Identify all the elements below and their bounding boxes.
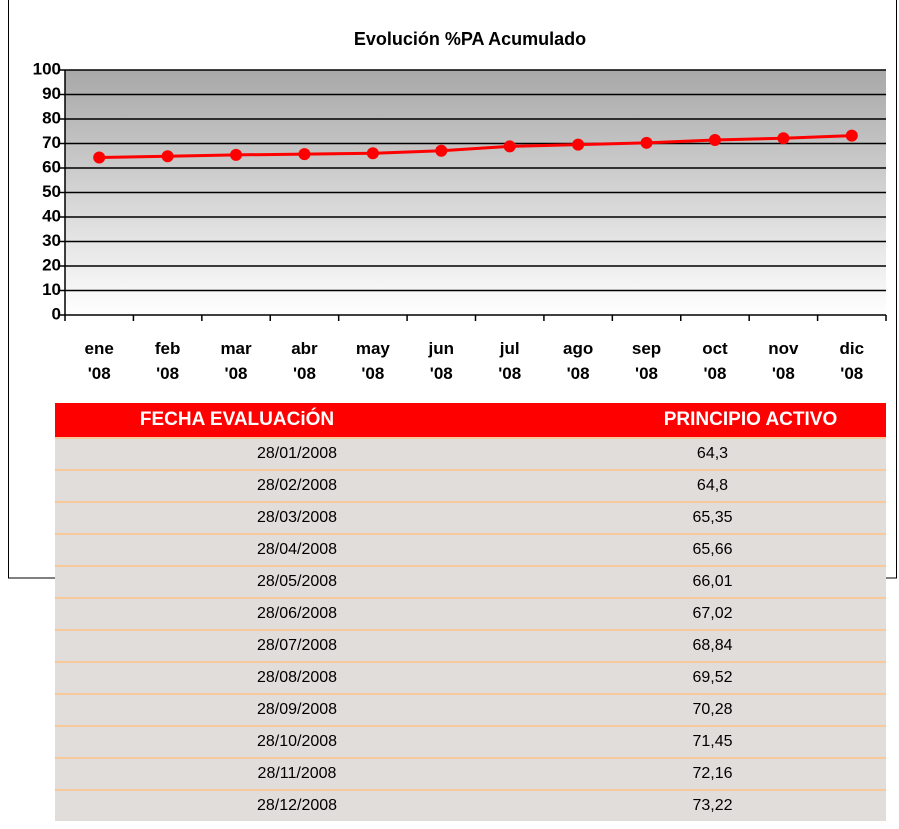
x-tick-label: oct '08	[702, 339, 728, 383]
data-table: FECHA EVALUACiÓN PRINCIPIO ACTIVO 28/01/…	[55, 403, 886, 821]
table-cell: 64,3	[696, 445, 729, 462]
x-tick-label: mar '08	[220, 339, 252, 383]
table-cell: 70,28	[692, 701, 733, 718]
table-cell: 28/08/2008	[256, 669, 338, 686]
table-cell: 28/06/2008	[256, 605, 338, 622]
x-tick-label: nov '08	[768, 339, 799, 383]
header-cell: FECHA EVALUACiÓN	[139, 409, 335, 430]
marker	[93, 151, 106, 164]
x-tick-label: ene '08	[84, 339, 114, 383]
y-tick-label: 40	[42, 206, 61, 225]
x-tick-label: sep '08	[631, 339, 662, 383]
table-row: 28/01/2008 64,3	[55, 437, 886, 469]
x-tick-label: jun '08	[428, 339, 455, 383]
table-row: 28/04/2008 65,66	[55, 533, 886, 565]
x-tick-label: feb '08	[154, 339, 181, 383]
table-cell: 28/10/2008	[256, 733, 338, 750]
marker	[708, 133, 721, 146]
x-tick-label: abr '08	[291, 339, 318, 383]
x-tick-label: jul '08	[498, 339, 522, 383]
table-cell: 28/02/2008	[256, 477, 338, 494]
table-cell: 28/11/2008	[257, 765, 337, 782]
y-tick-label: 0	[52, 304, 61, 323]
table-cell: 68,84	[692, 637, 733, 654]
table-row: 28/10/2008 71,45	[55, 725, 886, 757]
table-cell: 28/03/2008	[256, 509, 338, 526]
table-cell: 28/12/2008	[256, 797, 338, 814]
table-cell: 71,45	[692, 733, 733, 750]
table-cell: 64,8	[696, 477, 729, 494]
table-cell: 28/04/2008	[256, 541, 338, 558]
table-row: 28/03/2008 65,35	[55, 501, 886, 533]
marker	[640, 136, 653, 149]
marker	[435, 144, 448, 157]
table-cell: 28/05/2008	[256, 573, 338, 590]
table-cell: 66,01	[692, 573, 733, 590]
y-tick-label: 30	[42, 231, 61, 250]
table-cell: 72,16	[692, 765, 733, 782]
line	[99, 134, 852, 159]
table-cell: 28/07/2008	[256, 637, 338, 654]
chart-title: Evolución %PA Acumulado	[354, 29, 586, 49]
table-cell: 67,02	[692, 605, 733, 622]
x-tick-label: may '08	[355, 339, 390, 383]
header-cell: PRINCIPIO ACTIVO	[663, 409, 838, 430]
table-cell: 65,66	[692, 541, 733, 558]
marker	[572, 138, 585, 151]
y-tick-label: 60	[42, 157, 61, 176]
table-row: 28/07/2008 68,84	[55, 629, 886, 661]
marker	[845, 129, 858, 142]
table-cell: 65,35	[692, 509, 733, 526]
table-row: 28/09/2008 70,28	[55, 693, 886, 725]
table-row: 28/08/2008 69,52	[55, 661, 886, 693]
table-row: 28/11/2008 72,16	[55, 757, 886, 789]
table-cell: 73,22	[692, 797, 733, 814]
marker	[503, 140, 516, 153]
marker	[366, 147, 379, 160]
marker	[298, 148, 311, 161]
table-cell: 28/09/2008	[256, 701, 338, 718]
table-row: 28/12/2008 73,22	[55, 789, 886, 821]
table-row: 28/02/2008 64,8	[55, 469, 886, 501]
table-cell: 69,52	[692, 669, 733, 686]
y-tick-label: 20	[42, 255, 61, 274]
table-cell: 28/01/2008	[256, 445, 338, 462]
x-tick-label: ago '08	[563, 339, 594, 383]
y-tick-label: 10	[42, 280, 61, 299]
marker	[777, 132, 790, 145]
table-header: FECHA EVALUACiÓN PRINCIPIO ACTIVO	[55, 403, 886, 437]
table-row: 28/06/2008 67,02	[55, 597, 886, 629]
marker	[161, 150, 174, 163]
y-tick-label: 50	[42, 182, 61, 201]
y-tick-label: 70	[42, 133, 61, 152]
table-row: 28/05/2008 66,01	[55, 565, 886, 597]
y-tick-label: 80	[42, 108, 61, 127]
y-tick-label: 100	[33, 59, 61, 78]
y-tick-label: 90	[42, 84, 61, 103]
x-tick-label: dic '08	[839, 339, 865, 383]
marker	[230, 148, 243, 161]
